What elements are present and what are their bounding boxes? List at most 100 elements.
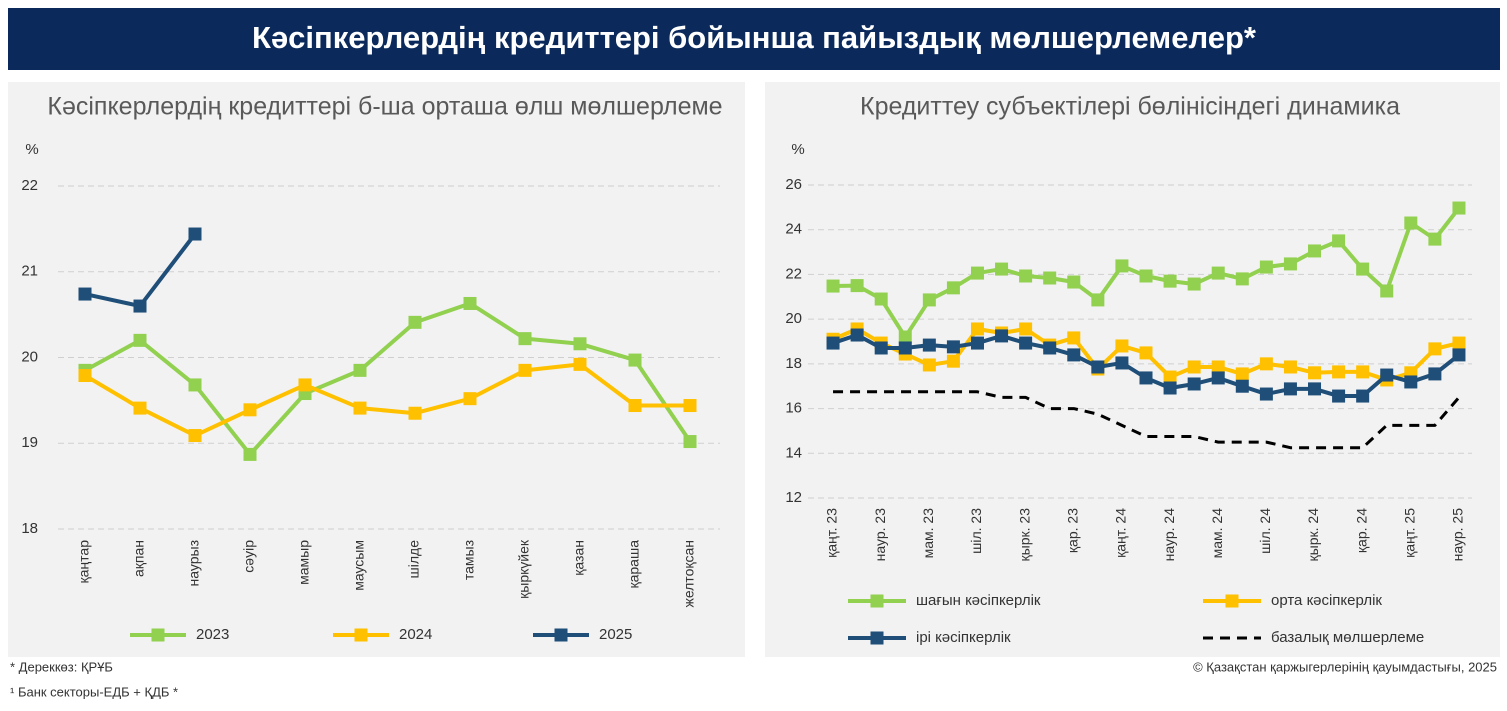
x-tick-label: қаңт. 25 [1402, 508, 1418, 558]
marker [1428, 232, 1442, 246]
x-tick-label: тамыз [461, 540, 477, 580]
y-axis-label: % [25, 141, 38, 158]
marker [1380, 284, 1394, 298]
header-title: Кәсіпкерлердің кредиттері бойынша пайызд… [252, 20, 1257, 55]
marker [850, 328, 864, 342]
y-tick-label: 26 [785, 176, 802, 193]
legend-marker [1225, 594, 1239, 608]
marker [1235, 272, 1249, 286]
header-bar [8, 8, 1500, 70]
marker [946, 281, 960, 295]
marker [1283, 257, 1297, 271]
marker [1211, 266, 1225, 280]
marker [922, 358, 936, 372]
y-tick-label: 18 [785, 355, 802, 372]
marker [188, 227, 202, 241]
marker [133, 401, 147, 415]
marker [1452, 348, 1466, 362]
legend-label: 2023 [196, 626, 229, 643]
marker [628, 399, 642, 413]
marker [1115, 259, 1129, 273]
marker [1452, 336, 1466, 350]
copyright: © Қазақстан қаржыгерлерінің қауымдастығы… [1193, 659, 1497, 674]
marker [1235, 379, 1249, 393]
marker [1332, 234, 1346, 248]
marker [1139, 371, 1153, 385]
legend-label: орта кәсіпкерлік [1271, 592, 1382, 609]
x-tick-label: наур. 24 [1161, 508, 1177, 562]
x-tick-label: қар. 23 [1064, 508, 1080, 553]
marker [1187, 277, 1201, 291]
marker [408, 315, 422, 329]
x-tick-label: қаңт. 24 [1113, 508, 1129, 558]
marker [1091, 293, 1105, 307]
legend-marker [870, 631, 884, 645]
y-tick-label: 20 [21, 348, 38, 365]
marker [1259, 357, 1273, 371]
note: ¹ Банк секторы-ЕДБ + ҚДБ * [10, 684, 178, 699]
marker [1283, 382, 1297, 396]
legend-marker [151, 628, 165, 642]
legend-marker [354, 628, 368, 642]
x-tick-label: қар. 24 [1353, 508, 1369, 553]
marker [408, 406, 422, 420]
y-tick-label: 21 [21, 263, 38, 280]
x-tick-label: шілде [406, 540, 422, 579]
x-tick-label: мамыр [296, 540, 312, 585]
marker [188, 429, 202, 443]
x-tick-label: сәуір [241, 540, 257, 573]
marker [874, 292, 888, 306]
marker [1452, 201, 1466, 215]
marker [1019, 322, 1033, 336]
marker [1115, 356, 1129, 370]
marker [1332, 389, 1346, 403]
marker [1308, 366, 1322, 380]
x-tick-label: шіл. 23 [968, 508, 984, 554]
x-tick-label: наур. 23 [872, 508, 888, 562]
x-tick-label: маусым [351, 540, 367, 591]
marker [1308, 244, 1322, 258]
marker [353, 363, 367, 377]
marker [995, 329, 1009, 343]
y-tick-label: 22 [21, 177, 38, 194]
marker [1380, 368, 1394, 382]
marker [1043, 341, 1057, 355]
marker [78, 369, 92, 383]
y-tick-label: 20 [785, 310, 802, 327]
marker [518, 332, 532, 346]
marker [1404, 375, 1418, 389]
x-tick-label: наур. 25 [1450, 508, 1466, 562]
marker [1163, 274, 1177, 288]
y-tick-label: 18 [21, 520, 38, 537]
marker [826, 336, 840, 350]
marker [683, 435, 697, 449]
x-tick-label: қазан [571, 540, 587, 576]
x-tick-label: желтоқсан [681, 540, 697, 608]
marker [463, 392, 477, 406]
marker [1356, 262, 1370, 276]
marker [1332, 365, 1346, 379]
x-tick-label: қаңт. 23 [824, 508, 840, 558]
marker [188, 378, 202, 392]
marker [1259, 260, 1273, 274]
legend-label: шағын кәсіпкерлік [916, 592, 1041, 609]
marker [898, 341, 912, 355]
marker [1428, 342, 1442, 356]
marker [1259, 387, 1273, 401]
marker [1115, 339, 1129, 353]
x-tick-label: наурыз [186, 540, 202, 586]
marker [133, 299, 147, 313]
marker [1019, 269, 1033, 283]
y-axis-label: % [791, 141, 804, 158]
y-tick-label: 14 [785, 444, 802, 461]
marker [1019, 336, 1033, 350]
legend-marker [870, 594, 884, 608]
x-tick-label: мам. 23 [920, 508, 936, 559]
chart-title: Кәсіпкерлердің кредиттері б-ша орташа өл… [47, 93, 722, 121]
source: * Дереккөз: ҚРҰБ [10, 659, 113, 674]
marker [970, 336, 984, 350]
marker [1428, 367, 1442, 381]
marker [1091, 360, 1105, 374]
marker [133, 333, 147, 347]
